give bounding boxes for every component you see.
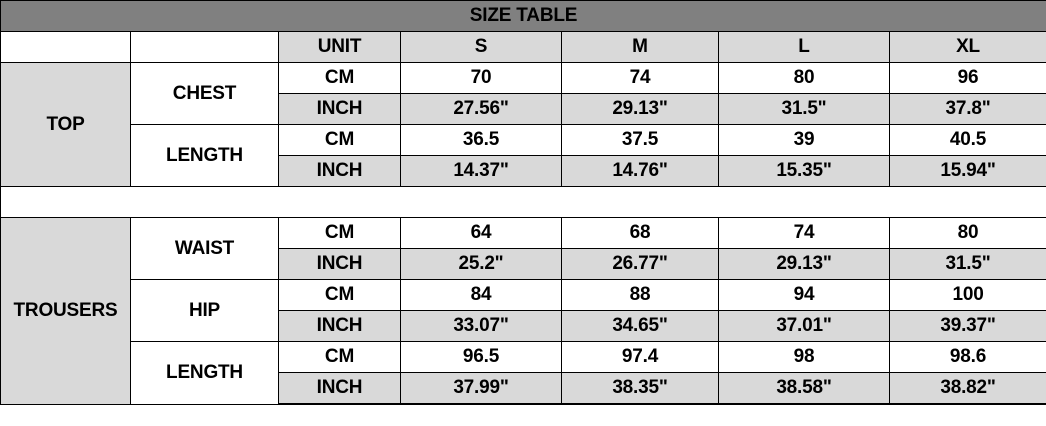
value-cell: 36.5: [400, 124, 562, 156]
header-blank-group: [0, 31, 131, 63]
value-cell: 94: [718, 279, 890, 311]
unit-cell-inch: INCH: [278, 248, 401, 280]
value-cell: 14.76": [561, 155, 719, 187]
value-cell: 98.6: [888, 341, 1046, 373]
value-cell: 97.4: [561, 341, 719, 373]
unit-cell-cm: CM: [278, 217, 401, 249]
value-cell: 39.37": [888, 310, 1046, 342]
table-row: LENGTH CM 96.5 97.4 98 98.6: [1, 341, 1046, 405]
value-cell: 33.07": [400, 310, 562, 342]
measure-label-trousers-length: LENGTH: [130, 341, 279, 405]
value-cell: 80: [718, 62, 890, 94]
value-cell: 31.5": [888, 248, 1046, 280]
value-cell: 98: [718, 341, 890, 373]
value-cell: 37.01": [718, 310, 890, 342]
column-header-row: UNIT S M L XL: [0, 31, 1046, 63]
table-row: INCH 14.37" 14.76" 15.35" 15.94": [1, 155, 1046, 187]
unit-cell-cm: CM: [278, 279, 401, 311]
value-cell: 64: [400, 217, 562, 249]
table-row: TOP CHEST CM 70 74 80 96: [0, 62, 1046, 187]
header-size-l: L: [718, 31, 890, 63]
header-size-s: S: [400, 31, 562, 63]
value-cell: 74: [561, 62, 719, 94]
table-row: HIP CM 84 88 94 100: [1, 279, 1046, 342]
unit-cell-cm: CM: [278, 341, 401, 373]
section-spacer: [0, 186, 1046, 218]
table-row: INCH 37.99" 38.35" 38.58" 38.82": [1, 372, 1046, 405]
header-size-m: M: [561, 31, 719, 63]
value-cell: 14.37": [400, 155, 562, 187]
group-label-top: TOP: [0, 62, 131, 187]
unit-cell-inch: INCH: [278, 93, 401, 125]
unit-cell-inch: INCH: [278, 155, 401, 187]
value-cell: 29.13": [561, 93, 719, 125]
value-cell: 80: [888, 217, 1046, 249]
table-row: INCH 33.07" 34.65" 37.01" 39.37": [1, 310, 1046, 342]
table-row: INCH 27.56" 29.13" 31.5" 37.8": [1, 93, 1046, 125]
value-cell: 70: [400, 62, 562, 94]
value-cell: 25.2": [400, 248, 562, 280]
value-cell: 96.5: [400, 341, 562, 373]
value-cell: 74: [718, 217, 890, 249]
unit-cell-inch: INCH: [278, 372, 401, 405]
value-cell: 84: [400, 279, 562, 311]
header-unit: UNIT: [278, 31, 401, 63]
group-label-trousers: TROUSERS: [0, 217, 131, 405]
value-cell: 96: [888, 62, 1046, 94]
section-spacer-row: [0, 186, 1046, 218]
value-cell: 37.8": [888, 93, 1046, 125]
header-size-xl: XL: [888, 31, 1046, 63]
value-cell: 15.94": [888, 155, 1046, 187]
value-cell: 27.56": [400, 93, 562, 125]
value-cell: 40.5: [888, 124, 1046, 156]
value-cell: 38.58": [718, 372, 890, 405]
table-row: TROUSERS WAIST CM 64 68 74 80: [0, 217, 1046, 405]
value-cell: 15.35": [718, 155, 890, 187]
value-cell: 100: [888, 279, 1046, 311]
value-cell: 34.65": [561, 310, 719, 342]
title-row: SIZE TABLE: [0, 0, 1046, 32]
value-cell: 68: [561, 217, 719, 249]
size-table-body: SIZE TABLE UNIT S M L XL TOP CHEST CM 70…: [0, 0, 1046, 405]
value-cell: 39: [718, 124, 890, 156]
value-cell: 37.99": [400, 372, 562, 405]
unit-cell-cm: CM: [278, 62, 401, 94]
value-cell: 38.82": [888, 372, 1046, 405]
measure-label-trousers-hip: HIP: [130, 279, 279, 342]
size-table: SIZE TABLE UNIT S M L XL TOP CHEST CM 70…: [0, 0, 1046, 405]
value-cell: 29.13": [718, 248, 890, 280]
measure-label-top-length: LENGTH: [130, 124, 279, 187]
header-blank-measure: [130, 31, 279, 63]
value-cell: 26.77": [561, 248, 719, 280]
value-cell: 88: [561, 279, 719, 311]
unit-cell-cm: CM: [278, 124, 401, 156]
table-row: LENGTH CM 36.5 37.5 39 40.5: [1, 124, 1046, 187]
measure-label-top-chest: CHEST: [130, 62, 279, 125]
measure-label-trousers-waist: WAIST: [130, 217, 279, 280]
value-cell: 38.35": [561, 372, 719, 405]
table-row: INCH 25.2" 26.77" 29.13" 31.5": [1, 248, 1046, 280]
unit-cell-inch: INCH: [278, 310, 401, 342]
value-cell: 31.5": [718, 93, 890, 125]
page-title: SIZE TABLE: [0, 0, 1046, 32]
value-cell: 37.5: [561, 124, 719, 156]
